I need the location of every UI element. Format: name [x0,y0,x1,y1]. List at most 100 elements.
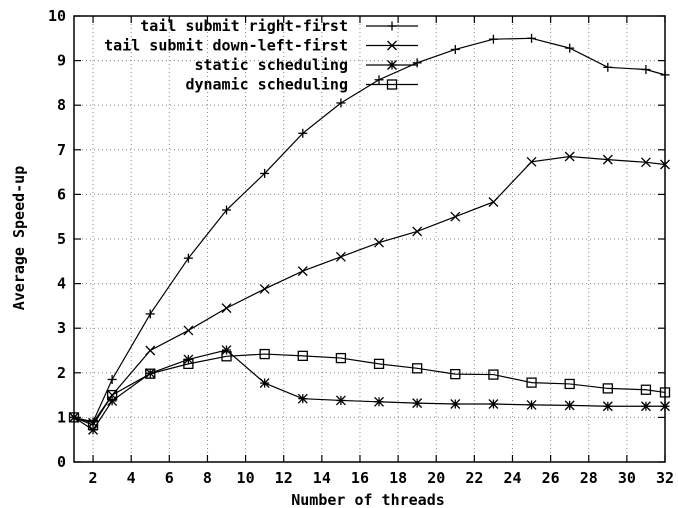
x-tick-label: 32 [656,469,674,487]
data-point-tail-submit-right-first [450,44,460,54]
data-point-tail-submit-down-left-first [221,303,232,314]
data-point-tail-submit-down-left-first [145,345,156,356]
data-point-dynamic-scheduling [450,368,461,380]
series-line-dynamic-scheduling [73,353,666,426]
x-axis-label: Number of threads [291,491,445,508]
data-point-dynamic-scheduling [488,369,499,380]
series-tail-submit-right-first [69,33,670,427]
legend-marker [387,60,397,70]
y-tick-label: 2 [57,364,66,382]
data-point-dynamic-scheduling [221,351,232,362]
x-tick-labels: 2 4 6 8 10 12 14 16 18 20 22 24 26 28 30 32 [89,469,674,487]
y-tick-label: 5 [57,230,66,248]
series-tail-submit-down-left-first [69,151,670,428]
legend: tail submit right-first tail submit down-… [104,17,418,94]
data-point-static-scheduling [526,399,537,410]
data-point-tail-submit-right-first [603,62,613,72]
data-point-tail-submit-right-first [107,374,117,384]
data-point-tail-submit-down-left-first [602,154,613,165]
data-point-dynamic-scheduling [183,358,194,370]
data-point-tail-submit-right-first [412,58,422,68]
data-point-tail-submit-down-left-first [183,325,194,336]
data-point-dynamic-scheduling [145,368,156,379]
data-point-tail-submit-down-left-first [564,151,575,162]
data-point-static-scheduling [221,345,232,356]
data-point-tail-submit-down-left-first [412,226,423,237]
data-point-static-scheduling [564,400,575,411]
x-tick-label: 12 [275,469,293,487]
data-point-tail-submit-down-left-first [335,251,346,262]
grid-lines [74,16,665,462]
data-point-dynamic-scheduling [564,378,575,390]
legend-label: static scheduling [194,56,348,74]
y-tick-label: 8 [57,96,66,114]
series-dynamic-scheduling [68,348,671,431]
data-point-dynamic-scheduling [640,384,652,395]
data-point-tail-submit-right-first [260,168,270,178]
series-line-tail-submit-right-first [73,37,666,423]
data-point-static-scheduling [374,396,384,407]
data-point-tail-submit-right-first [145,309,155,319]
x-tick-label: 16 [351,469,369,487]
data-point-dynamic-scheduling [297,350,308,362]
y-tick-label: 4 [57,275,66,293]
x-tick-label: 6 [165,469,174,487]
data-point-tail-submit-right-first [641,65,651,75]
y-tick-labels: 0 1 2 3 4 5 6 7 8 9 10 [48,7,66,471]
data-point-static-scheduling [335,395,346,406]
data-point-dynamic-scheduling [106,389,118,401]
data-point-dynamic-scheduling [412,363,423,374]
data-point-tail-submit-down-left-first [259,283,270,294]
data-point-tail-submit-right-first [336,98,346,108]
legend-label: dynamic scheduling [185,76,348,94]
x-tick-label: 14 [313,469,331,487]
data-point-static-scheduling [297,393,308,404]
data-point-tail-submit-right-first [527,33,537,43]
data-point-tail-submit-right-first [565,43,575,53]
x-tick-label: 18 [389,469,407,487]
legend-marker [386,79,398,90]
legend-entry-tail-submit-right-first: tail submit right-first [140,17,418,35]
x-tick-label: 28 [580,469,598,487]
legend-entry-tail-submit-down-left-first: tail submit down-left-first [104,37,418,55]
data-point-dynamic-scheduling [602,383,613,394]
legend-label: tail submit right-first [140,17,348,35]
x-tick-label: 4 [127,469,136,487]
legend-label: tail submit down-left-first [104,37,348,55]
data-point-dynamic-scheduling [259,348,270,360]
x-tick-label: 24 [503,469,521,487]
data-point-static-scheduling [640,401,651,412]
data-point-tail-submit-right-first [298,128,308,138]
x-tick-label: 30 [618,469,636,487]
x-tick-label: 10 [237,469,255,487]
x-tick-label: 8 [203,469,212,487]
data-point-dynamic-scheduling [87,419,99,431]
y-tick-label: 9 [57,52,66,70]
data-point-tail-submit-down-left-first [450,211,461,222]
data-point-dynamic-scheduling [335,352,347,364]
data-point-tail-submit-down-left-first [526,156,537,167]
axis-ticks [74,15,666,463]
y-tick-label: 1 [57,408,66,426]
y-axis-label: Average Speed-up [10,166,28,311]
data-point-tail-submit-down-left-first [374,237,384,248]
x-tick-label: 20 [427,469,445,487]
data-point-dynamic-scheduling [373,358,385,370]
series-lines [68,33,671,435]
data-point-tail-submit-down-left-first [640,157,651,168]
x-tick-label: 2 [89,469,98,487]
series-line-tail-submit-down-left-first [73,155,666,424]
data-point-tail-submit-down-left-first [297,266,308,277]
data-point-dynamic-scheduling [526,377,537,388]
y-tick-label: 7 [57,141,66,159]
data-point-static-scheduling [412,398,423,409]
data-point-tail-submit-down-left-first [488,197,499,207]
y-tick-label: 0 [57,453,66,471]
data-point-static-scheduling [450,399,461,409]
data-point-static-scheduling [488,399,499,409]
y-tick-label: 6 [57,185,66,203]
x-tick-label: 26 [542,469,560,487]
data-point-static-scheduling [259,378,270,389]
y-tick-label: 3 [57,319,66,337]
